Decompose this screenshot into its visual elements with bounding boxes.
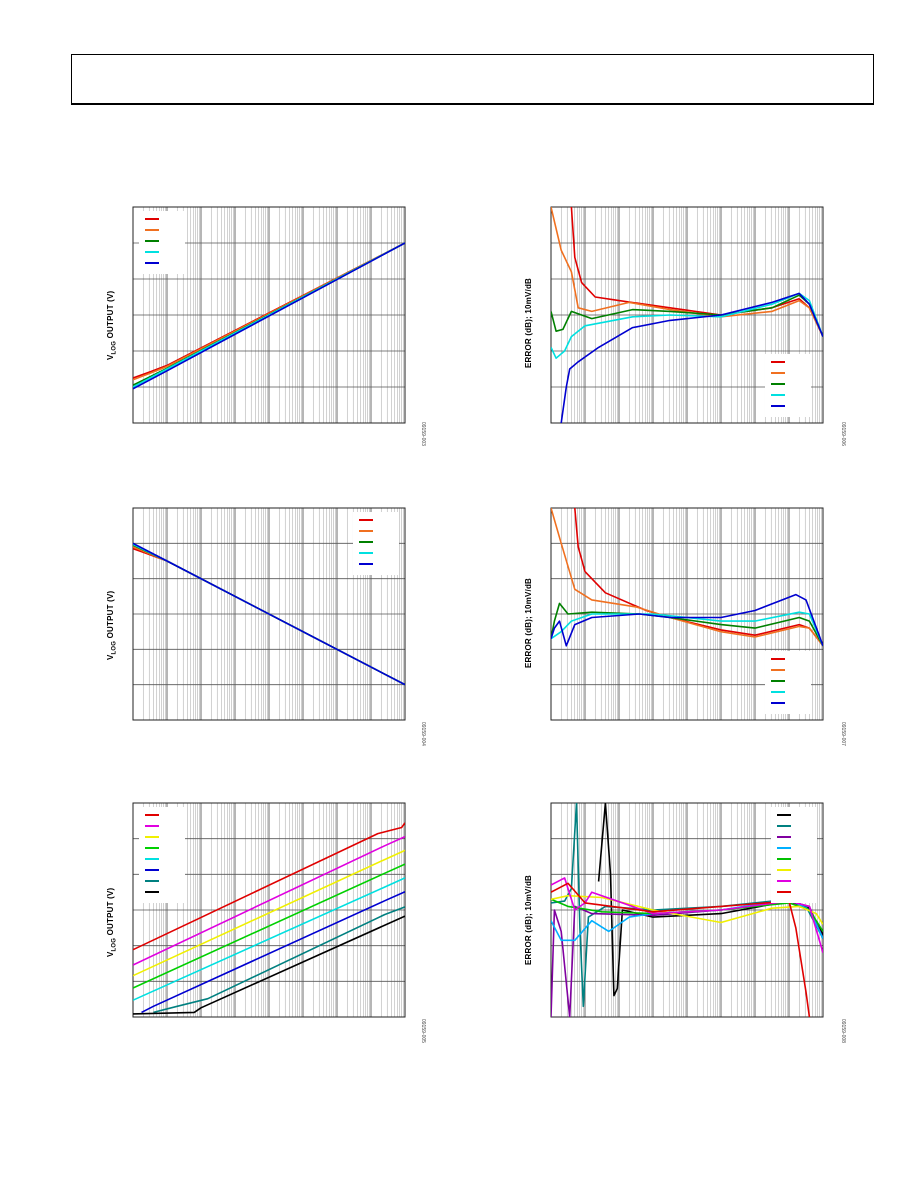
- series-line-3: [133, 849, 405, 977]
- legend-box: [765, 651, 811, 714]
- series-line-8: [133, 915, 405, 1015]
- figure-code: 09159-007: [840, 722, 846, 746]
- plot-frame: [550, 802, 824, 1018]
- legend-box: [353, 512, 399, 575]
- series-group: [551, 207, 823, 423]
- series-group: [133, 542, 405, 686]
- chart-error-1: ERROR (dB); 10mV/dB 09159-006: [520, 200, 860, 450]
- plot-frame: [550, 206, 824, 424]
- plot-svg: [550, 802, 824, 1018]
- series-line-1: [133, 822, 405, 951]
- chart-vlog-output-2: VLOG OUTPUT (V) 09159-004: [100, 500, 440, 750]
- plot-frame: [132, 206, 406, 424]
- series-line-5: [133, 542, 405, 686]
- series-line-8: [551, 882, 811, 1017]
- chart-error-2: ERROR (dB); 10mV/dB 09159-007: [520, 500, 860, 750]
- legend: [765, 354, 811, 417]
- series-line-3: [551, 294, 823, 337]
- series-line-6: [141, 890, 405, 1014]
- legend: [765, 651, 811, 714]
- legend: [771, 807, 817, 903]
- series-line-5: [551, 593, 823, 647]
- plot-frame: [132, 802, 406, 1018]
- legend-box: [771, 807, 817, 903]
- page-header-box: [71, 54, 874, 105]
- y-axis-label: VLOG OUTPUT (V): [106, 290, 118, 360]
- legend: [353, 512, 399, 575]
- series-line-2: [551, 207, 823, 337]
- plot-svg: [550, 206, 824, 424]
- y-axis-label: ERROR (dB); 10mV/dB: [524, 577, 533, 668]
- series-line-1: [570, 207, 823, 337]
- series-line-7: [153, 906, 405, 1014]
- series-line-4: [133, 863, 405, 989]
- series-group: [133, 242, 405, 390]
- figure-code: 09159-008: [840, 1019, 846, 1043]
- series-line-5: [560, 292, 823, 423]
- series-line-7: [551, 877, 823, 954]
- figure-code: 09159-005: [420, 1019, 426, 1043]
- series-line-5: [133, 242, 405, 390]
- series-line-2: [133, 835, 405, 966]
- plot-svg: [132, 507, 406, 721]
- legend-box: [139, 807, 185, 903]
- y-axis-label: ERROR (dB); 10mV/dB: [524, 277, 533, 368]
- plot-frame: [550, 507, 824, 721]
- grid: [132, 802, 406, 1018]
- plot-svg: [132, 206, 406, 424]
- legend: [139, 211, 185, 274]
- legend: [139, 807, 185, 903]
- plot-svg: [550, 507, 824, 721]
- legend-box: [765, 354, 811, 417]
- y-axis-label: VLOG OUTPUT (V): [106, 887, 118, 957]
- series-group: [133, 822, 405, 1015]
- y-axis-label: ERROR (dB); 10mV/dB: [524, 874, 533, 965]
- chart-vlog-output-1: VLOG OUTPUT (V) 09159-003: [100, 200, 440, 450]
- figure-code: 09159-004: [420, 722, 426, 746]
- figure-code: 09159-003: [420, 422, 426, 446]
- series-group: [551, 508, 823, 647]
- legend-box: [139, 211, 185, 274]
- figure-code: 09159-006: [840, 422, 846, 446]
- series-line-5: [133, 877, 405, 1001]
- y-axis-label: VLOG OUTPUT (V): [106, 590, 118, 660]
- chart-vlog-output-3: VLOG OUTPUT (V) 09159-005: [100, 797, 440, 1052]
- plot-frame: [132, 507, 406, 721]
- chart-error-3: ERROR (dB); 10mV/dB 09159-008: [520, 797, 860, 1052]
- plot-svg: [132, 802, 406, 1018]
